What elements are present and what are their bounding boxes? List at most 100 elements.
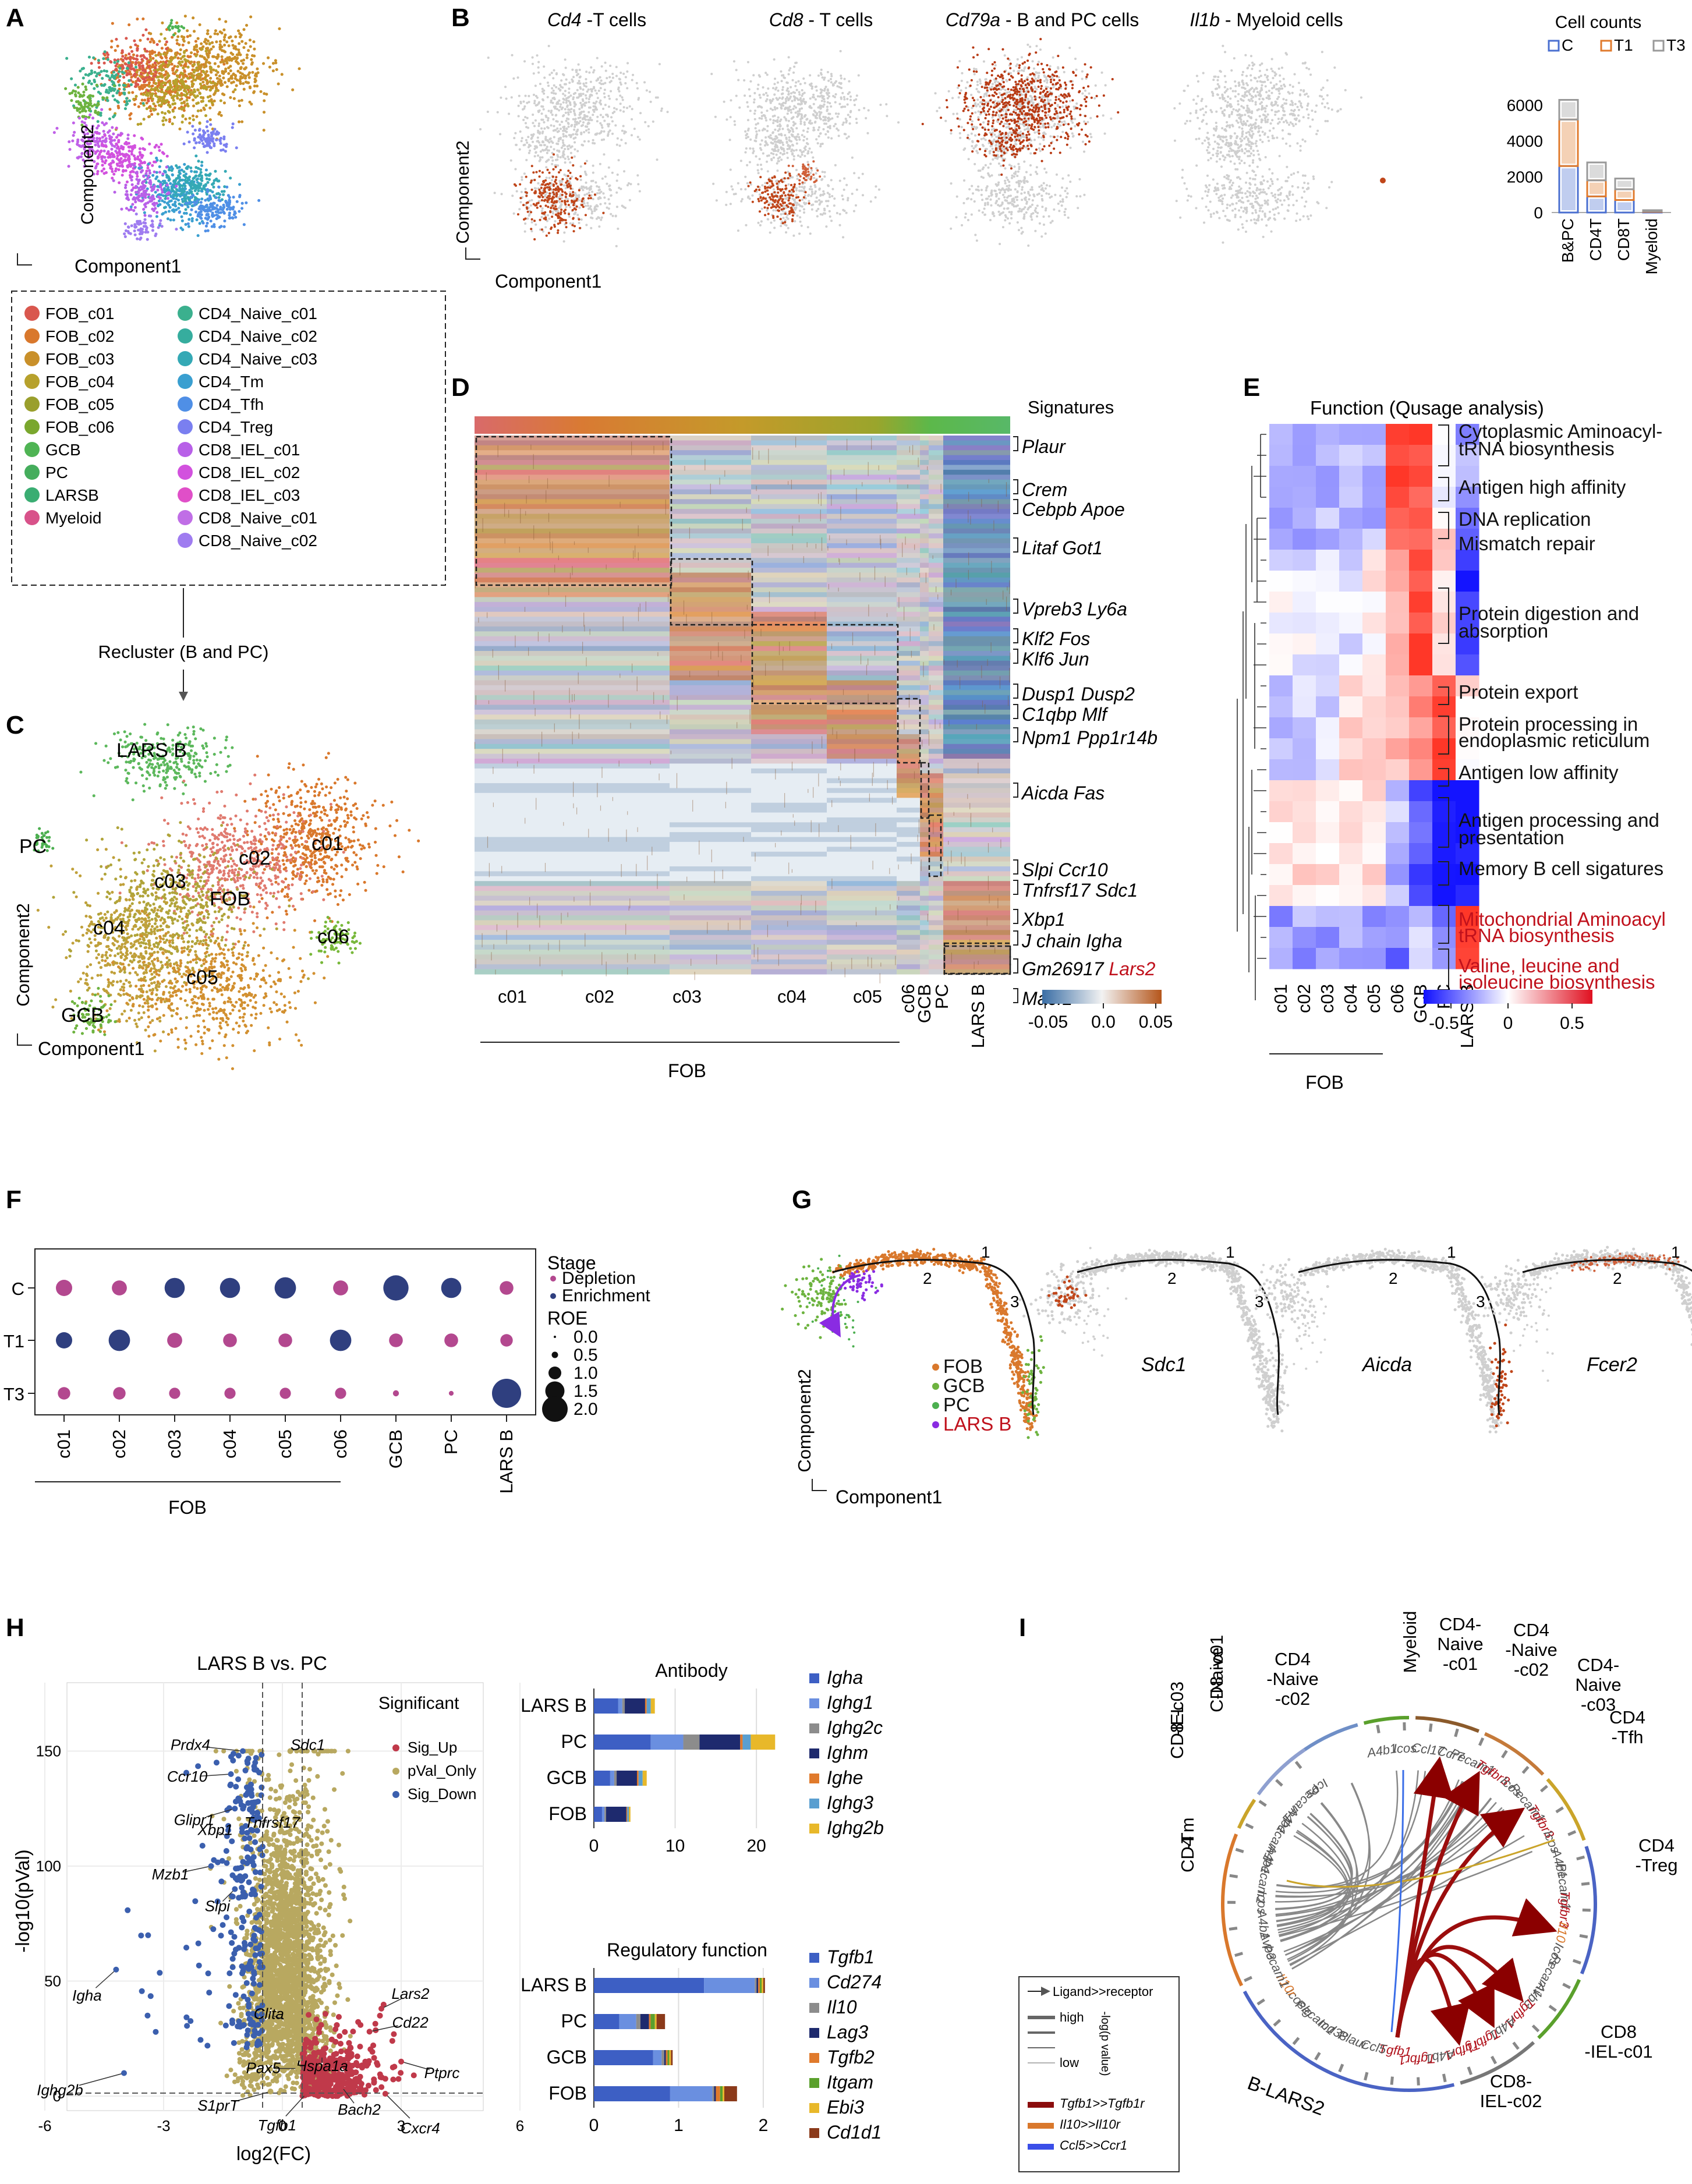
volcano-gene-label: Igha: [72, 1987, 102, 2004]
svg-text:CD4: CD4: [1638, 1835, 1675, 1856]
circos-sector-arc: [1537, 1978, 1581, 2040]
stack-segment: [594, 1698, 618, 1714]
legend-label: CD4_Tm: [199, 373, 264, 391]
roe-dot: [448, 1390, 454, 1396]
legend-label: GCB: [45, 441, 81, 459]
function-term: Mismatch repair: [1459, 533, 1595, 554]
stack-segment: [619, 2014, 636, 2029]
volcano-labeled-point: [378, 2005, 384, 2012]
cell-counts-title: Cell counts: [1555, 13, 1641, 32]
heatmap-d-xlabel: c04: [777, 986, 806, 1007]
grey-cells: [950, 155, 1086, 247]
grey-cells: [712, 151, 880, 239]
stack-category: GCB: [547, 2047, 587, 2068]
panel-h: H LARS B vs. PC Prdx4 Sdc1 Ccr10 Glipr1 Tnfr…: [6, 1613, 884, 2164]
legend-item-cd4-tm: CD4_Tm: [178, 373, 264, 391]
feature-plot-cd4: [479, 45, 669, 247]
volcano-legend-item: Sig_Up: [408, 1739, 457, 1756]
legend-item-cd8-naive-c02: CD8_Naive_c02: [178, 532, 317, 550]
panel-a-xlabel: Component1: [75, 256, 181, 277]
roe-dot: [167, 1333, 182, 1348]
stack-segment: [763, 1978, 765, 1993]
trajectory-node: 1: [981, 1243, 990, 1261]
heatmap-d-vlabel: GCB: [914, 984, 935, 1023]
stack-legend-item: Cd1d1: [827, 2122, 882, 2143]
trajectory-plots: 123123Sdc1123Aicda123Fcer2: [781, 1243, 1692, 1439]
feature-title-cd4: Cd4 -T cells: [547, 9, 646, 30]
stack-category: PC: [561, 1731, 587, 1752]
svg-text:-Naive: -Naive: [1266, 1669, 1319, 1689]
volcano-ytick: 100: [36, 1857, 61, 1875]
roe-dot: [500, 1281, 514, 1295]
legend-label: CD8_IEL_c02: [199, 463, 300, 482]
grey-cells: [513, 105, 590, 175]
volcano-labeled-point: [295, 2065, 302, 2072]
volcano-xtick: -6: [38, 2117, 51, 2135]
roe-dot: [500, 1334, 513, 1347]
function-term: tRNA biosynthesis: [1459, 925, 1615, 946]
circos-sector-label: CD8-Naive-c01: [1206, 1635, 1227, 1712]
trajectory-node: 3: [1476, 1293, 1485, 1311]
legend-item-myeloid: Myeloid: [24, 509, 101, 527]
cluster-pc: [33, 827, 55, 852]
circos-gene-label: Tgfbr3: [1557, 1891, 1573, 1928]
volcano-labeled-point: [224, 1833, 230, 1839]
panel-d-letter: D: [451, 373, 470, 402]
trajectory-node: 3: [1010, 1293, 1020, 1311]
volcano-gene-label: Glipr1: [174, 1811, 214, 1828]
stack-segment: [594, 1807, 602, 1822]
stack-legend-item: Ighg3: [827, 1792, 873, 1813]
trajectory-gene-label: Fcer2: [1587, 1354, 1637, 1376]
function-scale-label: 0.5: [1560, 1014, 1584, 1033]
roe-col-label: c04: [220, 1429, 240, 1459]
stack-legend-item: Ighg1: [827, 1692, 873, 1713]
roe-col-label: c02: [109, 1429, 129, 1459]
circos-red-chord: [1395, 1957, 1470, 2046]
legend-item-cd8-naive-c01: CD8_Naive_c01: [178, 509, 317, 527]
cluster-cd4-treg: [182, 120, 238, 154]
heatmap-d-vlabel: LARS B: [968, 984, 988, 1048]
stack-chart-title: Regulatory function: [607, 1939, 767, 1960]
volcano-gene-label: Prdx4: [171, 1736, 210, 1754]
roe-col-label: c05: [275, 1429, 295, 1459]
roe-group: FOB: [168, 1497, 207, 1518]
circos-sector-arc: [1237, 1799, 1256, 1829]
volcano-labeled-point: [252, 1817, 258, 1823]
svg-text:-IEL: -IEL: [1167, 1704, 1187, 1737]
roe-dot-plot: C T1 T3 c01 c02 c03 c04 c05 c06 GCB PC LARS B: [3, 1275, 521, 1493]
stack-segment: [762, 1978, 763, 1993]
circos-sector-label: CD4-Naive-c02: [1505, 1620, 1558, 1680]
svg-text:-Naive: -Naive: [1206, 1647, 1227, 1700]
panel-c-xlabel: Component1: [38, 1038, 144, 1059]
stack-segment: [650, 2014, 655, 2029]
stack-segment: [724, 2086, 737, 2101]
panel-c-tsne: [33, 723, 420, 1070]
roe-dot: [389, 1333, 403, 1347]
function-column-label: c04: [1340, 984, 1361, 1013]
panel-c: C LARS B PC c02 c01 c03 FOB c04 c06 c05 GCB Compo…: [6, 711, 420, 1070]
function-dendrogram: [1237, 434, 1266, 1000]
roe-dot: [330, 1329, 352, 1351]
legend-item-cd4-tfh: CD4_Tfh: [178, 395, 264, 413]
cell-counts-chart: Cell counts C T1 T3 0 2000 4000 6000 B&PC CD4T CD8…: [1507, 13, 1686, 274]
trajectory-main: 1 2 3: [781, 1243, 1045, 1439]
circos-gene-label: Tgfbr1: [1399, 2051, 1436, 2068]
function-column-label: c06: [1387, 984, 1407, 1013]
circos-legend-item: Ccl5>>Ccr1: [1060, 2138, 1127, 2153]
volcano-xtick: 3: [397, 2117, 405, 2135]
stack-segment: [712, 2086, 714, 2101]
stack-segment: [610, 1771, 614, 1786]
trajectory-node: 2: [1167, 1269, 1177, 1287]
recluster-label: Recluster (B and PC): [98, 642, 269, 662]
function-term: Antigen low affinity: [1459, 762, 1619, 783]
roe-dot: [274, 1277, 296, 1299]
volcano-labeled-point: [303, 2091, 309, 2097]
expr-cells: [747, 171, 810, 225]
volcano-sig-down: [125, 1750, 266, 2051]
svg-text:CD4-: CD4-: [1577, 1655, 1619, 1675]
signature-gene-label: Dusp1 Dusp2: [1022, 684, 1135, 705]
legend-label: CD8_IEL_c03: [199, 486, 300, 504]
volcano-gene-label: Pax5: [246, 2059, 281, 2077]
